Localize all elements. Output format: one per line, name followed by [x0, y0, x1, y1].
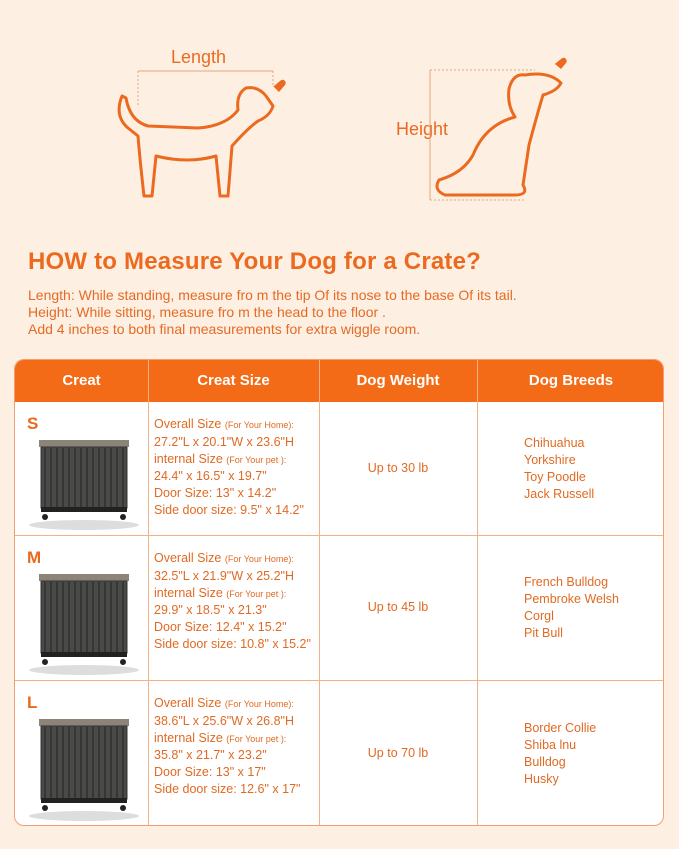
overall-size: 38.6"L x 25.6"W x 26.8"H	[154, 713, 295, 728]
internal-note: (For Your pet ):	[226, 733, 287, 744]
breed-item: Pembroke Welsh	[524, 592, 619, 606]
overall-note: (For Your Home):	[224, 420, 294, 430]
size-table: Creat Creat Size Dog Weight Dog Breeds S…	[14, 359, 664, 826]
breed-item: Jack Russell	[524, 486, 595, 501]
dog-breeds: Chihuahua Yorkshire Toy Poodle Jack Russell	[524, 435, 594, 503]
length-label: Length	[171, 47, 227, 67]
door-size: Door Size: 13" x 17"	[154, 765, 266, 780]
breed-item: Chihuahua	[524, 435, 585, 450]
crate-image	[29, 440, 139, 530]
size-label: S	[27, 414, 39, 433]
size-label: M	[27, 548, 42, 567]
instruction-extra: Add 4 inches to both final measurements …	[28, 321, 421, 337]
height-label: Height	[396, 119, 449, 139]
crate-dimensions: Overall Size (For Your Home): 38.6"L x 2…	[154, 695, 300, 798]
overall-size: 32.5"L x 21.9"W x 25.2"H	[154, 568, 295, 583]
overall-note: (For Your Home):	[224, 699, 294, 709]
breed-item: Yorkshire	[524, 452, 576, 467]
door-size: Door Size: 12.4" x 15.2"	[154, 620, 287, 635]
door-size: Door Size: 13" x 14.2"	[154, 486, 277, 501]
header-dog-breeds: Dog Breeds	[528, 372, 614, 389]
crate-image	[29, 719, 139, 821]
sitting-dog-icon	[429, 57, 567, 201]
size-label: L	[27, 693, 38, 712]
breed-item: Border Collie	[524, 720, 597, 735]
breed-item: Husky	[524, 771, 559, 786]
header-creat-size: Creat Size	[197, 372, 270, 389]
breed-item: Bulldog	[524, 754, 566, 769]
side-door-size: Side door size: 12.6" x 17"	[154, 781, 301, 796]
internal-label: internal Size	[154, 451, 223, 466]
internal-note: (For Your pet ):	[226, 454, 287, 465]
internal-label: internal Size	[154, 730, 223, 745]
overall-note: (For Your Home):	[224, 554, 294, 564]
breed-item: Pit Bull	[524, 626, 563, 640]
breed-item: French Bulldog	[524, 575, 609, 589]
dog-weight: Up to 45 lb	[367, 600, 429, 614]
breed-item: Toy Poodle	[524, 469, 586, 484]
page-title: HOW to Measure Your Dog for a Crate?	[28, 248, 482, 275]
dog-weight: Up to 70 lb	[367, 745, 429, 760]
instruction-length: Length: While standing, measure fro m th…	[28, 287, 517, 303]
breed-item: Corgl	[524, 609, 554, 623]
standing-dog-icon	[117, 70, 286, 198]
table-header: Creat Creat Size Dog Weight Dog Breeds	[15, 360, 663, 402]
internal-size: 24.4" x 16.5" x 19.7"	[154, 469, 267, 484]
overall-label: Overall Size	[154, 417, 222, 431]
side-door-size: Side door size: 10.8" x 15.2"	[154, 636, 311, 651]
overall-size: 27.2"L x 20.1"W x 23.6"H	[154, 434, 295, 449]
breed-item: Shiba lnu	[524, 737, 577, 752]
dog-weight: Up to 30 lb	[367, 460, 429, 475]
crate-image	[29, 574, 139, 675]
dog-breeds: French Bulldog Pembroke Welsh Corgl Pit Bul…	[524, 574, 619, 642]
instruction-height: Height: While sitting, measure fro m the…	[28, 304, 386, 320]
header-creat: Creat	[62, 372, 101, 389]
header-dog-weight: Dog Weight	[356, 372, 440, 389]
overall-label: Overall Size	[154, 551, 222, 565]
internal-label: internal Size	[154, 585, 223, 600]
internal-size: 29.9" x 18.5" x 21.3"	[154, 603, 267, 618]
internal-size: 35.8" x 21.7" x 23.2"	[154, 748, 267, 763]
overall-label: Overall Size	[154, 696, 222, 710]
crate-dimensions: Overall Size (For Your Home): 27.2"L x 2…	[154, 416, 304, 519]
crate-dimensions: Overall Size (For Your Home): 32.5"L x 2…	[154, 550, 311, 653]
side-door-size: Side door size: 9.5" x 14.2"	[154, 502, 304, 517]
dog-breeds: Border Collie Shiba lnu Bulldog Husky	[524, 720, 596, 788]
measure-instructions: Length: While standing, measure fro m th…	[28, 287, 517, 338]
internal-note: (For Your pet ):	[226, 588, 287, 599]
